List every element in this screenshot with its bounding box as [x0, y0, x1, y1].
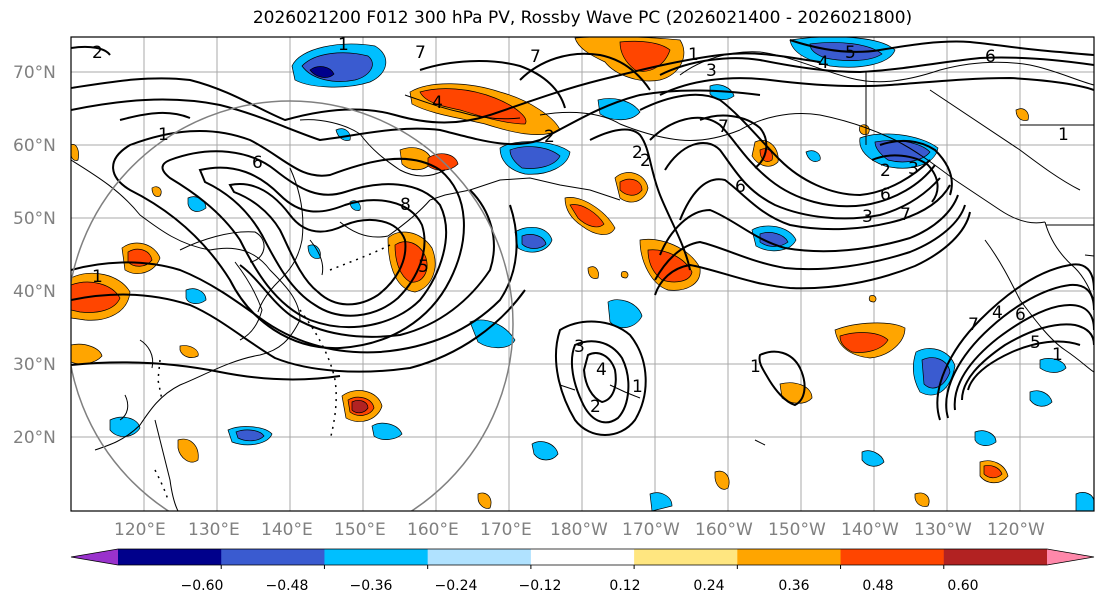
- colorbar-tick-label: 0.12: [609, 578, 640, 594]
- colorbar-segment: [840, 549, 945, 565]
- contour-label: 7: [530, 47, 541, 67]
- lat-label: 60°N: [13, 136, 56, 156]
- pv-contours: [71, 39, 1094, 436]
- lat-label: 20°N: [13, 428, 56, 448]
- lon-label: 140°E: [261, 520, 313, 540]
- lon-label: 140°W: [841, 520, 899, 540]
- lon-label: 120°E: [114, 520, 166, 540]
- latitude-labels: 70°N 60°N 50°N 40°N 30°N 20°N: [13, 63, 56, 448]
- colorbar-segment: [737, 549, 842, 565]
- contour-label: 3: [574, 337, 585, 357]
- contour-label: 3: [908, 159, 919, 179]
- contour-label: 6: [1015, 305, 1026, 325]
- lon-label: 180°W: [550, 520, 608, 540]
- colorbar-segment: [221, 549, 325, 565]
- contour-label: 4: [432, 93, 443, 113]
- colorbar-outline: [70, 548, 1095, 566]
- colorbar-segment: [634, 549, 738, 565]
- colorbar-tick-label: 0.60: [947, 578, 978, 594]
- contour-label: 3: [706, 61, 717, 81]
- lon-label: 130°E: [188, 520, 240, 540]
- lon-label: 170°E: [480, 520, 532, 540]
- colorbar-extend-high: [1047, 549, 1094, 565]
- contour-label: 1: [1052, 345, 1063, 365]
- contour-label: 2: [632, 143, 643, 163]
- contour-label: 6: [252, 153, 263, 173]
- colorbar-segment: [530, 549, 635, 565]
- contour-label: 5: [1030, 333, 1041, 353]
- colorbar-tick-label: −0.36: [350, 578, 393, 594]
- contour-label: 1: [632, 377, 643, 397]
- contour-label: 2: [92, 43, 103, 63]
- contour-label: 1: [688, 45, 699, 65]
- contour-label: 6: [735, 177, 746, 197]
- contour-label: 5: [418, 257, 429, 277]
- longitude-labels: 120°E 130°E 140°E 150°E 160°E 170°E 180°…: [114, 520, 1045, 540]
- colorbar-tick-label: −0.24: [435, 578, 478, 594]
- contour-label: 1: [158, 125, 169, 145]
- contour-label: 8: [400, 195, 411, 215]
- colorbar-tick-labels: −0.60 −0.48 −0.36 −0.24 −0.12 0.12 0.24 …: [181, 578, 979, 594]
- contour-label: 3: [862, 207, 873, 227]
- region-circle: [71, 100, 514, 511]
- colorbar: [70, 548, 1095, 569]
- contour-label: 7: [900, 205, 911, 225]
- colorbar-tick-label: 0.24: [693, 578, 724, 594]
- colorbar-segment: [943, 549, 1048, 565]
- map-frame: [70, 36, 1095, 512]
- contour-label: 7: [968, 315, 979, 335]
- contour-label: 2: [544, 127, 555, 147]
- lat-label: 40°N: [13, 282, 56, 302]
- contour-label: 4: [596, 360, 607, 380]
- colorbar-tick-label: −0.12: [519, 578, 562, 594]
- contour-label: 6: [985, 47, 996, 67]
- contour-label: 2: [880, 161, 891, 181]
- pv-positive-anomalies: [71, 37, 1029, 509]
- lat-label: 30°N: [13, 355, 56, 375]
- contour-label: 1: [750, 357, 761, 377]
- island-dots: [154, 244, 391, 501]
- contour-labels: 1 2 1 7 1 6 4 3 7 4 2 5 6 2 1 2 7 6 3 2 …: [92, 35, 1069, 417]
- colorbar-segment: [427, 549, 532, 565]
- contour-label: 1: [338, 35, 349, 55]
- colorbar-tick-label: 0.48: [862, 578, 893, 594]
- colorbar-segment: [324, 549, 429, 565]
- map-title: 2026021200 F012 300 hPa PV, Rossby Wave …: [252, 8, 913, 28]
- colorbar-tick-label: −0.60: [181, 578, 224, 594]
- contour-label: 7: [415, 43, 426, 63]
- lat-label: 50°N: [13, 209, 56, 229]
- lon-label: 170°W: [622, 520, 680, 540]
- contour-label: 6: [880, 185, 891, 205]
- lat-label: 70°N: [13, 63, 56, 83]
- contour-label: 7: [718, 117, 729, 137]
- colorbar-tick-label: −0.48: [266, 578, 309, 594]
- colorbar-segment: [118, 549, 222, 565]
- contour-label: 4: [818, 53, 829, 73]
- contour-label: 4: [992, 303, 1003, 323]
- contour-label: 5: [845, 43, 856, 63]
- colorbar-extend-low: [71, 549, 118, 565]
- contour-label: 2: [590, 397, 601, 417]
- contour-label: 1: [1058, 125, 1069, 145]
- colorbar-tick-label: 0.36: [778, 578, 809, 594]
- lon-label: 130°W: [914, 520, 972, 540]
- coastlines: [71, 51, 1094, 511]
- lon-label: 160°E: [407, 520, 459, 540]
- lon-label: 120°W: [987, 520, 1045, 540]
- contour-label: 2: [640, 151, 651, 171]
- contour-label: 1: [92, 267, 103, 287]
- lon-label: 150°W: [768, 520, 826, 540]
- lon-label: 150°E: [334, 520, 386, 540]
- lon-label: 160°W: [695, 520, 753, 540]
- pv-negative-anomalies: [109, 37, 1094, 511]
